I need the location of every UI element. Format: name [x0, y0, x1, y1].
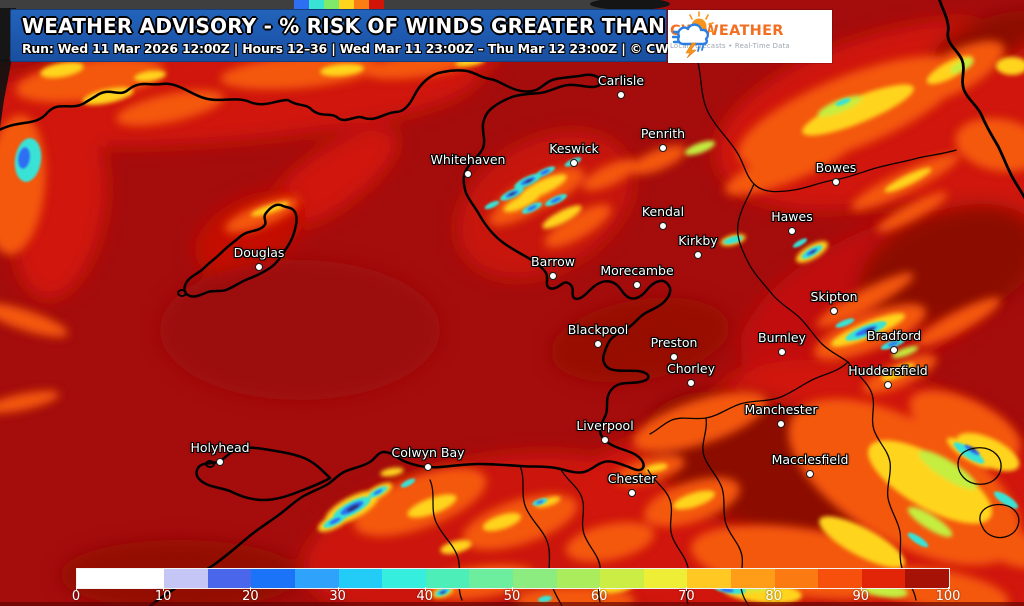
city-marker — [777, 420, 785, 428]
colorbar-segment — [382, 569, 426, 588]
city-marker — [806, 470, 814, 478]
city-label: Preston — [650, 335, 698, 350]
city-marker — [832, 178, 840, 186]
colorbar-segment — [687, 569, 731, 588]
city-marker — [694, 251, 702, 259]
colorbar-segment — [425, 569, 470, 588]
city-label: Liverpool — [576, 418, 634, 433]
storm-cloud-sun-icon — [672, 11, 715, 58]
city-label: Morecambe — [600, 263, 674, 278]
colorbar-segment — [818, 569, 862, 588]
city-marker — [633, 281, 641, 289]
colorbar-segment — [513, 569, 557, 588]
title-bar: WEATHER ADVISORY - % RISK OF WINDS GREAT… — [10, 9, 753, 62]
city-label: Penrith — [640, 126, 686, 141]
city-marker — [594, 340, 602, 348]
city-label: Colwyn Bay — [391, 445, 465, 460]
colorbar-segment — [905, 569, 949, 588]
city-label: Kendal — [641, 204, 685, 219]
page-title: WEATHER ADVISORY - % RISK OF WINDS GREAT… — [22, 14, 753, 38]
city-marker — [464, 170, 472, 178]
city-label: Skipton — [810, 289, 858, 304]
run-info-subtitle: Run: Wed 11 Mar 2026 12:00Z | Hours 12–3… — [22, 41, 732, 56]
city-marker — [659, 144, 667, 152]
city-marker — [255, 263, 263, 271]
city-label: Douglas — [233, 245, 285, 260]
city-label: Kirkby — [678, 233, 718, 248]
city-label: Blackpool — [567, 322, 629, 337]
city-label: Whitehaven — [430, 152, 506, 167]
city-marker — [617, 91, 625, 99]
colorbar-segment — [643, 569, 688, 588]
cw-weather-logo: CW WEATHER Local Forecasts • Real-Time D… — [668, 10, 832, 63]
colorbar-segment — [295, 569, 339, 588]
colorbar-segment — [600, 569, 644, 588]
colorbar-segment — [556, 569, 601, 588]
city-label: Macclesfield — [771, 452, 849, 467]
city-marker — [628, 489, 636, 497]
logo-tagline: Local Forecasts • Real-Time Data — [670, 42, 790, 50]
city-marker — [687, 379, 695, 387]
city-label: Bowes — [815, 160, 857, 175]
city-label: Burnley — [758, 330, 806, 345]
city-marker — [670, 353, 678, 361]
city-marker — [549, 272, 557, 280]
city-marker — [884, 381, 892, 389]
colorbar-segment — [469, 569, 513, 588]
city-label: Bradford — [866, 328, 922, 343]
city-marker — [216, 458, 224, 466]
colorbar-segment — [207, 569, 252, 588]
city-marker — [601, 436, 609, 444]
city-marker — [778, 348, 786, 356]
risk-colorbar — [76, 568, 950, 589]
city-label: Hawes — [771, 209, 813, 224]
colorbar-segment — [164, 569, 208, 588]
city-label: Manchester — [744, 402, 818, 417]
colorbar-segment — [77, 569, 165, 588]
colorbar-segment — [338, 569, 383, 588]
city-marker — [788, 227, 796, 235]
colorbar-segment — [731, 569, 775, 588]
city-label: Chorley — [667, 361, 715, 376]
city-marker — [570, 159, 578, 167]
city-label: Huddersfield — [848, 363, 928, 378]
city-label: Barrow — [531, 254, 575, 269]
risk-field-cool-streaks — [14, 98, 1018, 603]
city-label: Chester — [607, 471, 657, 486]
city-label: Keswick — [549, 141, 599, 156]
city-marker — [424, 463, 432, 471]
colorbar-segment — [861, 569, 906, 588]
city-marker — [659, 222, 667, 230]
city-marker — [830, 307, 838, 315]
city-marker — [890, 346, 898, 354]
colorbar-segment — [251, 569, 295, 588]
city-label: Holyhead — [190, 440, 250, 455]
city-label: Carlisle — [597, 73, 645, 88]
colorbar-segment — [774, 569, 819, 588]
